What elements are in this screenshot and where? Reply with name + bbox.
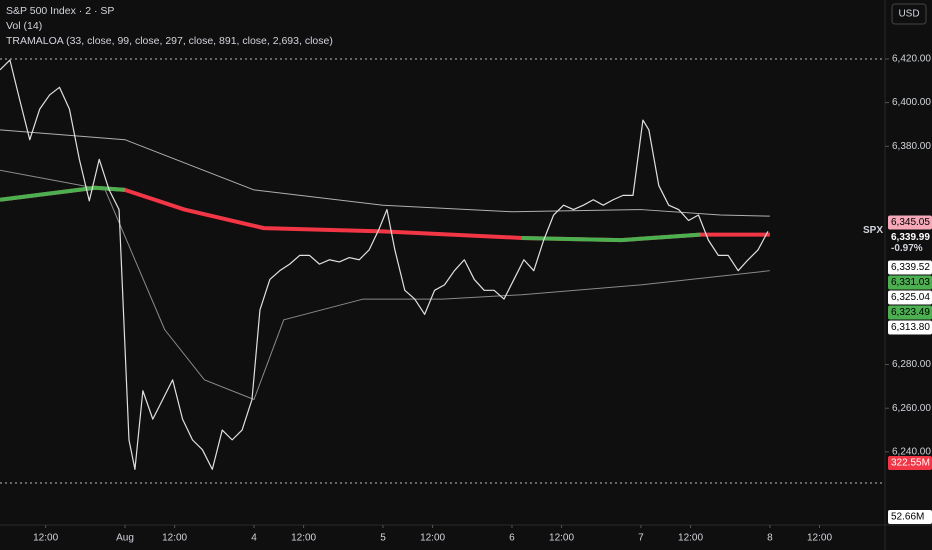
price-tag-label: 6,313.80 (891, 322, 930, 333)
x-tick-label: 12:00 (33, 533, 58, 544)
volume-tag (888, 510, 932, 524)
x-tick-label: 12:00 (807, 533, 832, 544)
price-tag-label: 6,325.04 (891, 292, 930, 303)
x-tick-label: 12:00 (549, 533, 574, 544)
series-line (0, 59, 769, 470)
x-tick-label: 6 (509, 533, 515, 544)
x-tick-label: 12:00 (420, 533, 445, 544)
price-tag-label: 6,331.03 (891, 277, 930, 288)
y-tick-label: 6,260.00 (892, 403, 931, 414)
price-tag (888, 215, 932, 230)
x-tick-label: 12:00 (678, 533, 703, 544)
change: -0.97% (891, 243, 923, 254)
currency-button[interactable] (891, 3, 927, 25)
currency[interactable]: USD (898, 9, 919, 20)
series-line (0, 129, 770, 217)
price-tag (888, 275, 932, 290)
indicator: TRAMALOA (33, close, 99, close, 297, clo… (6, 35, 333, 47)
x-tick-label: 12:00 (291, 533, 316, 544)
y-tick-label: 6,240.00 (892, 447, 931, 458)
price-tag-label: 6,339.52 (891, 262, 930, 273)
x-tick-label: Aug (116, 533, 134, 544)
volume-tag-label: 52.66M (891, 512, 924, 523)
chart-title: S&P 500 Index · 2 · SP (6, 5, 114, 17)
series-line (521, 232, 701, 243)
y-tick-label: 6,380.00 (892, 141, 931, 152)
price-tag-label: 6,323.49 (891, 307, 930, 318)
y-tick-label: 6,400.00 (892, 97, 931, 108)
indicator: Vol (14) (6, 20, 42, 32)
price-tag (888, 260, 932, 275)
price-tag-label: 6,339.99 (891, 232, 930, 243)
volume-tag (888, 456, 932, 470)
series-line (0, 185, 126, 202)
price-tag-label: 6,345.05 (891, 217, 930, 228)
price-tag (888, 320, 932, 335)
y-tick-label: 6,280.00 (892, 359, 931, 370)
series-line (0, 169, 770, 400)
y-tick-label: 6,420.00 (892, 54, 931, 65)
price-tag (888, 290, 932, 305)
price-tag (888, 305, 932, 320)
volume-tag-label: 322.55M (891, 458, 930, 469)
x-tick-label: 12:00 (162, 533, 187, 544)
x-tick-label: 8 (767, 533, 773, 544)
x-tick-label: 7 (638, 533, 644, 544)
symbol: SPX (863, 225, 883, 236)
price-tag (888, 230, 932, 245)
x-tick-label: 5 (380, 533, 386, 544)
x-tick-label: 4 (251, 533, 257, 544)
